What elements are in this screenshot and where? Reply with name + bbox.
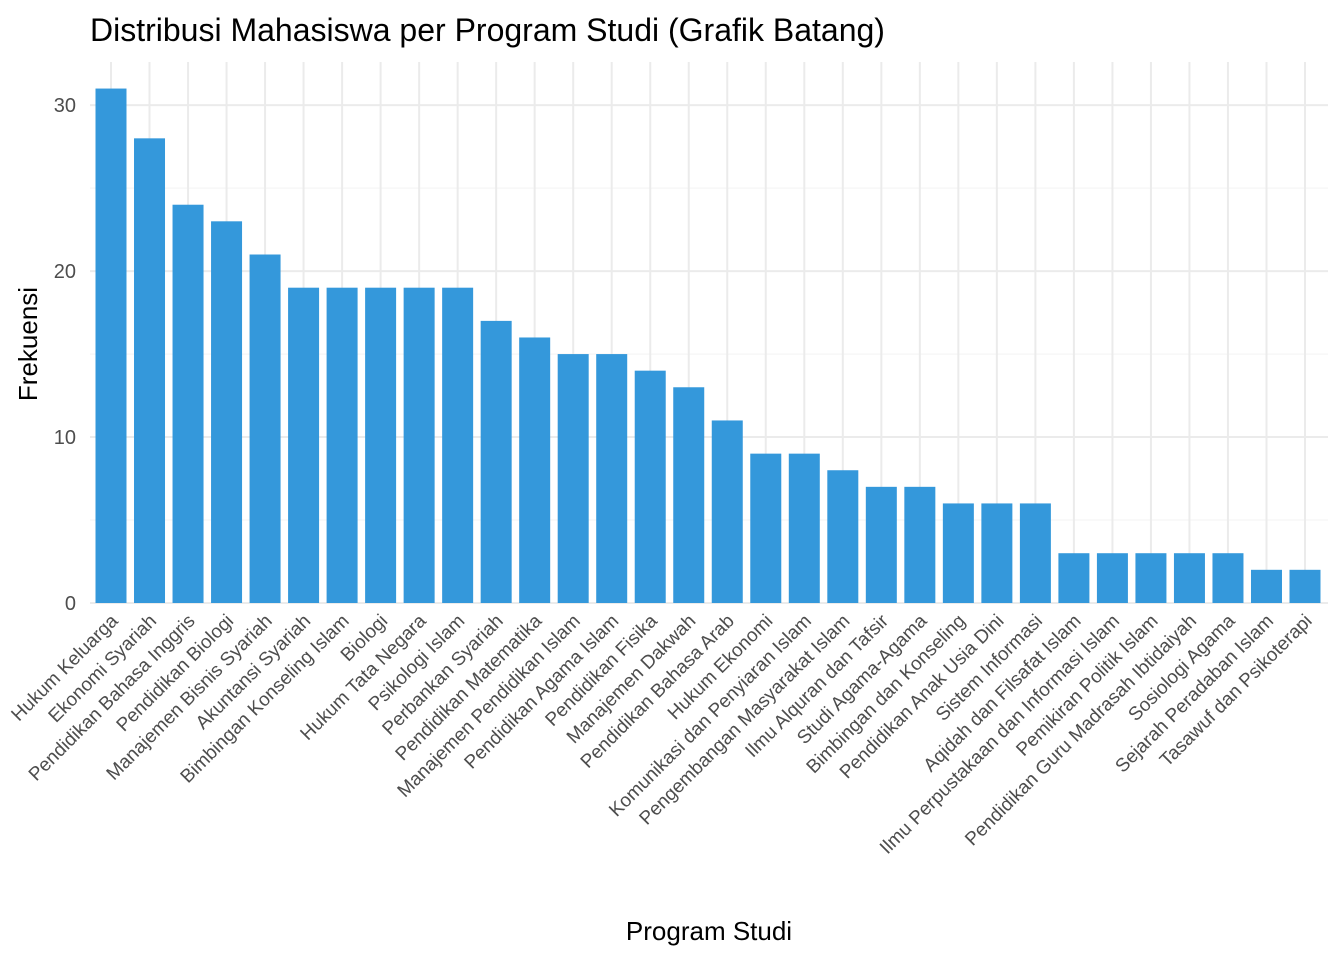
bar-sejarah-peradaban-islam (1250, 569, 1282, 603)
bar-manajemen-dakwah (673, 387, 705, 603)
bar-manajemen-bisnis-syariah (249, 254, 281, 604)
bar-bimbingan-dan-konseling (942, 503, 974, 603)
x-axis-label: Program Studi (626, 916, 792, 946)
bar-hukum-ekonomi (750, 453, 782, 603)
bar-pengembangan-masyarakat-islam (827, 470, 859, 603)
bar-sosiologi-agama (1212, 553, 1244, 603)
bar-ilmu-alquran-dan-tafsir (865, 486, 897, 603)
bar-pendidikan-bahasa-arab (711, 420, 743, 603)
bar-pendidikan-agama-islam (596, 354, 628, 603)
bar-studi-agama-agama (904, 486, 936, 603)
bars (95, 88, 1321, 604)
y-tick-label: 0 (65, 593, 76, 615)
bar-perbankan-syariah (480, 320, 512, 603)
bar-bimbingan-konseling-islam (326, 287, 358, 603)
bar-biologi (365, 287, 397, 603)
bar-pendidikan-fisika (634, 370, 666, 603)
bar-sistem-informasi (1019, 503, 1051, 603)
y-axis-label: Frekuensi (13, 287, 43, 401)
bar-pemikiran-politik-islam (1135, 553, 1167, 603)
bar-ekonomi-syariah (134, 138, 166, 604)
bar-ilmu-perpustakaan-dan-informasi-islam (1096, 553, 1128, 603)
y-tick-label: 30 (54, 95, 76, 117)
bar-tasawuf-dan-psikoterapi (1289, 569, 1321, 603)
y-tick-label: 10 (54, 427, 76, 449)
bar-aqidah-dan-filsafat-islam (1058, 553, 1090, 603)
bar-psikologi-islam (442, 287, 474, 603)
bar-manajemen-pendidikan-islam (557, 354, 589, 603)
bar-hukum-keluarga (95, 88, 127, 604)
bar-akuntansi-syariah (288, 287, 320, 603)
bar-pendidikan-biologi (211, 221, 243, 604)
bar-pendidikan-matematika (519, 337, 551, 603)
bar-pendidikan-guru-madrasah-ibtidaiyah (1173, 553, 1205, 603)
chart-title: Distribusi Mahasiswa per Program Studi (… (90, 12, 885, 48)
y-axis-ticks: 0 10 20 30 (54, 95, 76, 615)
bar-pendidikan-bahasa-inggris (172, 204, 204, 604)
y-tick-label: 20 (54, 261, 76, 283)
bar-hukum-tata-negara (403, 287, 435, 603)
bar-pendidikan-anak-usia-dini (981, 503, 1013, 603)
bar-komunikasi-dan-penyiaran-islam (788, 453, 820, 603)
